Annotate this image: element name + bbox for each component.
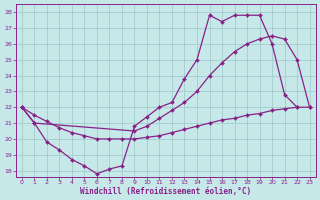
X-axis label: Windchill (Refroidissement éolien,°C): Windchill (Refroidissement éolien,°C): [80, 187, 251, 196]
